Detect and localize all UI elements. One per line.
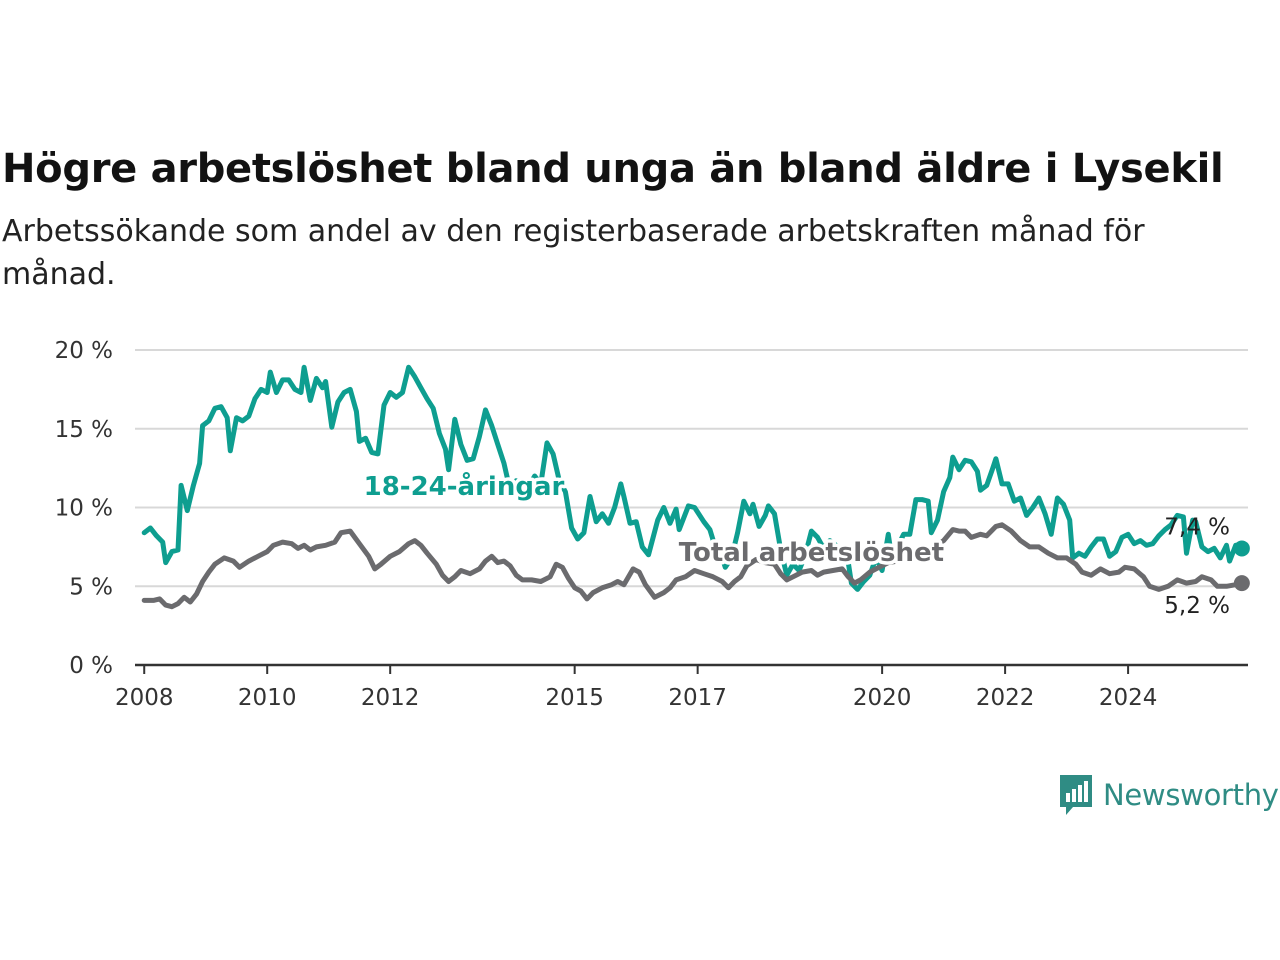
x-tick-label: 2010 [238, 685, 297, 711]
series-line-1 [141, 522, 1245, 610]
x-tick-label: 2020 [853, 685, 912, 711]
y-axis-tick-labels: 0 % 5 % 10 % 15 % 20 % [55, 338, 113, 679]
series-end-label-1: 5,2 % [1164, 593, 1230, 619]
newsworthy-logo-icon [1060, 775, 1092, 815]
series-end-point-0 [1233, 540, 1250, 557]
series-line-0 [141, 364, 1245, 592]
series-name-label-0: 18-24-åringar [364, 470, 565, 502]
x-tick-label: 2008 [115, 685, 174, 711]
series-end-point-1 [1233, 575, 1250, 592]
y-tick-label: 20 % [55, 338, 113, 364]
series-end-label-0: 7,4 % [1164, 514, 1230, 540]
y-tick-label: 0 % [69, 653, 113, 679]
x-tick-label: 2022 [976, 685, 1035, 711]
y-tick-label: 5 % [69, 574, 113, 600]
chart-subtitle: Arbetssökande som andel av den registerb… [2, 214, 1145, 292]
x-tick-label: 2024 [1099, 685, 1158, 711]
series-lines [141, 364, 1250, 610]
x-tick-label: 2012 [361, 685, 420, 711]
line-chart: 0 %5 %10 %15 %20 % 2008 2010 2012 2015 2017 2… [55, 338, 1250, 711]
series-labels: 7,4 % 5,2 % 18-24-åringar Total arbetslöshe… [360, 466, 1230, 619]
series-name-label-1: Total arbetslöshet [679, 538, 944, 568]
brand-logo: Newsworthy [1058, 772, 1279, 818]
brand-name: Newsworthy [1103, 778, 1279, 812]
x-tick-label: 2015 [545, 685, 604, 711]
x-tick-label: 2017 [668, 685, 727, 711]
y-tick-label: 15 % [55, 417, 113, 443]
y-tick-label: 10 % [55, 496, 113, 522]
chart-title: Högre arbetslöshet bland unga än bland ä… [2, 146, 1224, 192]
x-axis-ticks: 2008 2010 2012 2015 2017 2020 2022 2024 [115, 665, 1157, 711]
